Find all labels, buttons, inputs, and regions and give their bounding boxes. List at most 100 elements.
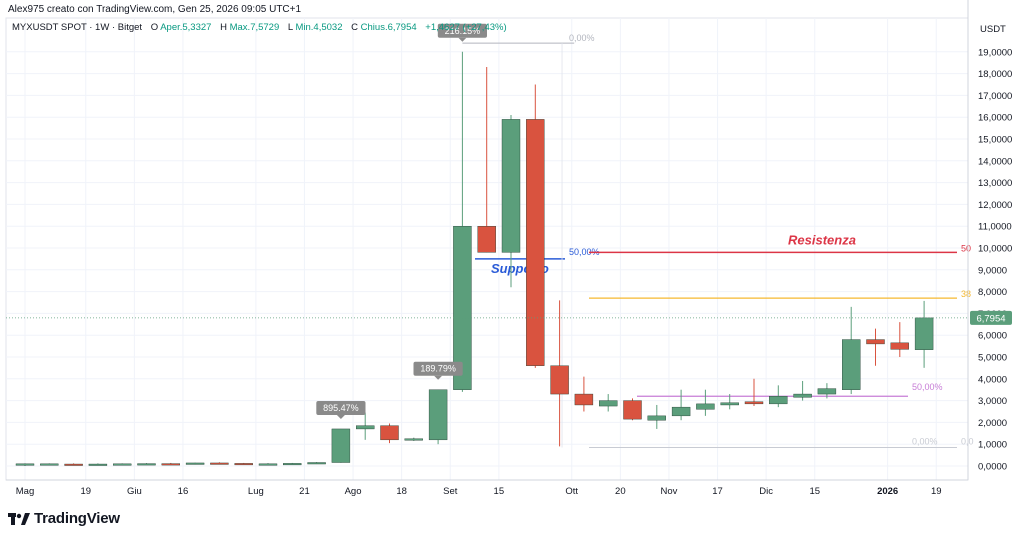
axis-unit-label[interactable]: USDT bbox=[980, 24, 1006, 35]
tradingview-logo[interactable]: TradingView bbox=[8, 510, 120, 527]
candle[interactable] bbox=[428, 389, 448, 445]
tradingview-logo-icon bbox=[8, 512, 30, 525]
candle[interactable] bbox=[234, 462, 253, 466]
y-tick-label: 3,0000 bbox=[978, 396, 1007, 407]
close-value: Chius.6,7954 bbox=[360, 22, 417, 33]
pct-216-label-pointer bbox=[458, 37, 467, 42]
candle-body bbox=[40, 463, 59, 466]
candle-body bbox=[817, 388, 837, 395]
candle[interactable] bbox=[769, 385, 788, 408]
candle-body bbox=[453, 225, 472, 390]
candle-body bbox=[64, 463, 83, 466]
candle-body bbox=[356, 425, 375, 430]
candle-body bbox=[793, 393, 812, 398]
candle[interactable] bbox=[866, 328, 885, 366]
y-tick-label: 15,0000 bbox=[978, 135, 1012, 146]
drawn-lines: 0,00%50,00%SupportoResistenza503850,00%0… bbox=[462, 33, 974, 448]
fib-bottom-label: 0,00% bbox=[912, 436, 938, 446]
candle-body bbox=[161, 463, 181, 466]
candle[interactable] bbox=[720, 394, 739, 410]
open-label: O bbox=[150, 22, 159, 33]
x-tick-label: 18 bbox=[396, 486, 407, 497]
y-tick-label: 1,0000 bbox=[978, 440, 1007, 451]
candle[interactable] bbox=[842, 306, 861, 395]
candle[interactable] bbox=[647, 404, 666, 429]
candle-body bbox=[671, 406, 691, 417]
candle[interactable] bbox=[283, 462, 302, 466]
candle[interactable] bbox=[88, 463, 108, 466]
candle[interactable] bbox=[307, 462, 326, 465]
x-tick-label: Giu bbox=[127, 486, 142, 497]
candle[interactable] bbox=[15, 463, 35, 466]
current-price-tag[interactable] bbox=[970, 310, 1012, 325]
pct-216-label: 216.15% bbox=[445, 26, 481, 36]
candle-body bbox=[428, 389, 448, 441]
candle-body bbox=[258, 463, 278, 466]
time-axis: Mag 19 Giu 16 Lug 21 Ago 18 Set 15 Ott 20 Nov 17 Dic 15… bbox=[6, 479, 968, 497]
x-tick-label: 15 bbox=[494, 486, 505, 497]
candle[interactable] bbox=[210, 462, 229, 465]
tradingview-logo-text: TradingView bbox=[34, 510, 120, 527]
x-tick-label: 19 bbox=[80, 486, 91, 497]
candle[interactable] bbox=[477, 67, 496, 253]
candle[interactable] bbox=[453, 51, 472, 392]
candle-body bbox=[890, 342, 909, 350]
candle[interactable] bbox=[744, 378, 764, 407]
x-tick-label: 16 bbox=[178, 486, 189, 497]
candle[interactable] bbox=[599, 394, 618, 412]
candle[interactable] bbox=[380, 423, 399, 444]
fib-bottom-right-label: 0,0 bbox=[961, 436, 974, 446]
y-tick-label: 16,0000 bbox=[978, 113, 1012, 124]
candle-body bbox=[550, 365, 569, 395]
candle-body bbox=[283, 463, 302, 466]
x-tick-label: Ago bbox=[345, 486, 362, 497]
candle[interactable] bbox=[137, 463, 156, 466]
candle-body bbox=[623, 400, 642, 420]
candle[interactable] bbox=[404, 437, 423, 441]
candle-body bbox=[526, 119, 545, 366]
low-label: L bbox=[287, 22, 293, 33]
candle-body bbox=[380, 425, 399, 441]
candle[interactable] bbox=[161, 462, 181, 466]
resistance-label: Resistenza bbox=[788, 232, 856, 247]
candle-body bbox=[404, 438, 423, 441]
y-tick-label: 2,0000 bbox=[978, 418, 1007, 429]
candle-body bbox=[234, 463, 253, 466]
candle[interactable] bbox=[574, 376, 594, 412]
high-value: Max.7,5729 bbox=[229, 22, 280, 33]
candle[interactable] bbox=[890, 322, 909, 357]
candle[interactable] bbox=[817, 383, 837, 399]
candle[interactable] bbox=[112, 463, 132, 466]
candle[interactable] bbox=[793, 380, 812, 401]
pct-895-label-pointer bbox=[336, 414, 345, 419]
candle[interactable] bbox=[914, 300, 934, 368]
x-tick-label: 21 bbox=[299, 486, 310, 497]
pct-189-label-pointer bbox=[434, 375, 443, 380]
candle[interactable] bbox=[258, 463, 278, 466]
open-value: Aper.5,3327 bbox=[160, 22, 212, 33]
candle[interactable] bbox=[550, 300, 569, 447]
candle[interactable] bbox=[526, 84, 545, 368]
candle[interactable] bbox=[501, 115, 521, 288]
pct-189-label-box bbox=[413, 361, 463, 376]
y-tick-label: 19,0000 bbox=[978, 47, 1012, 58]
candle-body bbox=[112, 463, 132, 466]
candle-body bbox=[599, 400, 618, 407]
x-tick-label: Lug bbox=[248, 486, 264, 497]
x-tick-label: Set bbox=[443, 486, 458, 497]
y-tick-label: 13,0000 bbox=[978, 178, 1012, 189]
candle[interactable] bbox=[623, 398, 642, 421]
candle[interactable] bbox=[356, 412, 375, 440]
fib-mid-label: 50,00% bbox=[569, 247, 600, 257]
candle[interactable] bbox=[331, 428, 351, 463]
candle[interactable] bbox=[696, 389, 715, 416]
candle-body bbox=[307, 462, 326, 465]
candle[interactable] bbox=[64, 463, 83, 466]
symbol-label[interactable]: MYXUSDT SPOT · 1W · Bitget bbox=[12, 22, 143, 33]
candle[interactable] bbox=[671, 389, 691, 421]
y-tick-label: 18,0000 bbox=[978, 69, 1012, 80]
candle[interactable] bbox=[40, 463, 59, 466]
y-tick-label: 4,0000 bbox=[978, 374, 1007, 385]
candle[interactable] bbox=[185, 462, 205, 465]
